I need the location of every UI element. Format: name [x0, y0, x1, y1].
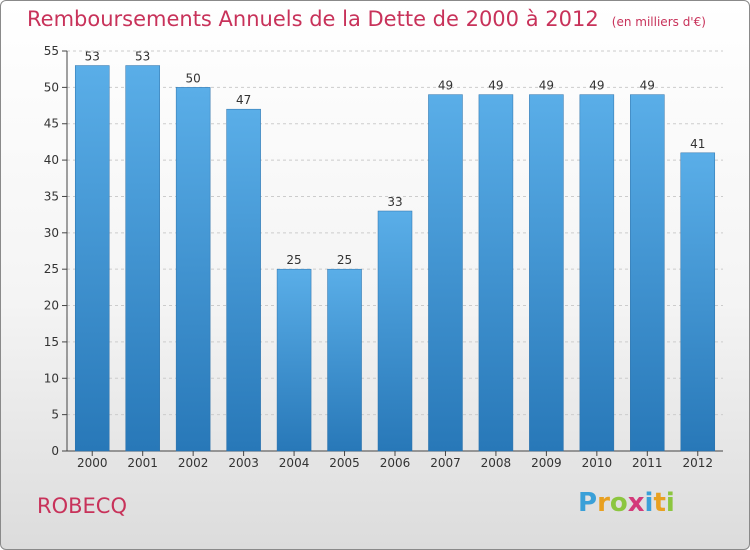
- data-label: 49: [488, 79, 503, 93]
- proxiti-logo: Proxiti: [578, 488, 675, 518]
- x-tick-label: 2012: [682, 456, 713, 470]
- y-tick-label: 50: [44, 80, 59, 94]
- bar-2002: [175, 87, 211, 452]
- y-tick-label: 25: [44, 262, 59, 276]
- logo-letter: r: [597, 488, 610, 518]
- data-label: 49: [640, 79, 655, 93]
- logo-letter: P: [578, 488, 598, 518]
- bar-2006: [377, 210, 413, 452]
- y-tick-labels: 0 5 10 15 20 25 30 35 40 45 50 55: [44, 44, 67, 458]
- chart-subtitle: (en milliers d'€): [611, 15, 706, 29]
- data-labels: 53 53 50 47 25 25 33 49 49 49 49 49 41: [85, 50, 706, 268]
- bar-2007: [428, 94, 463, 452]
- data-label: 49: [589, 79, 604, 93]
- y-tick-label: 45: [44, 117, 59, 131]
- data-label: 41: [690, 137, 705, 151]
- logo-letter: o: [609, 488, 628, 518]
- x-tick-label: 2007: [430, 456, 461, 470]
- x-tick-label: 2004: [279, 456, 310, 470]
- data-label: 50: [186, 71, 201, 85]
- x-tick-label: 2002: [178, 456, 209, 470]
- logo-letter: x: [627, 488, 645, 518]
- logo-letter: i: [644, 488, 654, 518]
- x-tick-label: 2006: [380, 456, 411, 470]
- y-tick-label: 40: [44, 153, 59, 167]
- bar-2010: [579, 94, 615, 452]
- data-label: 49: [438, 79, 453, 93]
- y-tick-label: 55: [44, 44, 59, 58]
- y-tick-label: 35: [44, 189, 59, 203]
- bar-2003: [226, 108, 261, 452]
- data-label: 33: [387, 195, 402, 209]
- y-tick-label: 20: [44, 299, 59, 313]
- bar-2012: [680, 152, 716, 452]
- bar-2000: [74, 65, 110, 452]
- logo-letter: t: [653, 488, 666, 518]
- bar-2008: [478, 94, 514, 452]
- x-tick-label: 2009: [531, 456, 562, 470]
- y-tick-label: 30: [44, 226, 59, 240]
- logo-letter: i: [665, 488, 675, 518]
- x-tick-label: 2008: [481, 456, 512, 470]
- data-label: 49: [539, 79, 554, 93]
- bar-2001: [125, 65, 160, 452]
- bar-2009: [529, 94, 564, 452]
- y-tick-label: 5: [51, 408, 59, 422]
- data-label: 53: [85, 50, 100, 64]
- x-tick-label: 2005: [329, 456, 360, 470]
- title-line: Remboursements Annuels de la Dette de 20…: [27, 7, 706, 31]
- bar-2011: [630, 94, 665, 452]
- x-tick-label: 2010: [582, 456, 613, 470]
- x-tick-label: 2011: [632, 456, 663, 470]
- x-tick-labels: 2000 2001 2002 2003 2004 2005 2006 2007 2008 2009…: [77, 451, 713, 470]
- y-tick-label: 10: [44, 371, 59, 385]
- data-label: 47: [236, 93, 251, 107]
- bars: [74, 65, 716, 452]
- y-tick-label: 0: [51, 444, 59, 458]
- bar-2004: [276, 268, 312, 452]
- data-label: 53: [135, 50, 150, 64]
- data-label: 25: [286, 253, 301, 267]
- bar-2005: [327, 268, 362, 452]
- x-tick-label: 2001: [127, 456, 158, 470]
- commune-name: ROBECQ: [37, 494, 127, 518]
- x-tick-label: 2003: [228, 456, 259, 470]
- x-tick-label: 2000: [77, 456, 108, 470]
- data-label: 25: [337, 253, 352, 267]
- y-tick-label: 15: [44, 335, 59, 349]
- chart-title: Remboursements Annuels de la Dette de 20…: [27, 7, 599, 31]
